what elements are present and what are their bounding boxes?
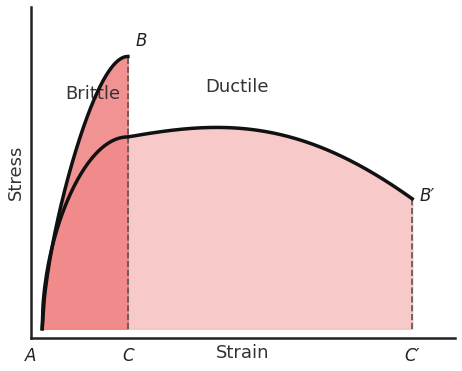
Text: B′: B′ [420, 187, 435, 205]
Text: A: A [25, 347, 36, 365]
Text: Brittle: Brittle [66, 85, 121, 103]
Text: Ductile: Ductile [205, 78, 269, 96]
Text: C: C [122, 347, 134, 365]
Text: B: B [136, 32, 147, 50]
X-axis label: Strain: Strain [216, 344, 269, 362]
Text: C′: C′ [405, 347, 420, 365]
Y-axis label: Stress: Stress [7, 145, 25, 200]
